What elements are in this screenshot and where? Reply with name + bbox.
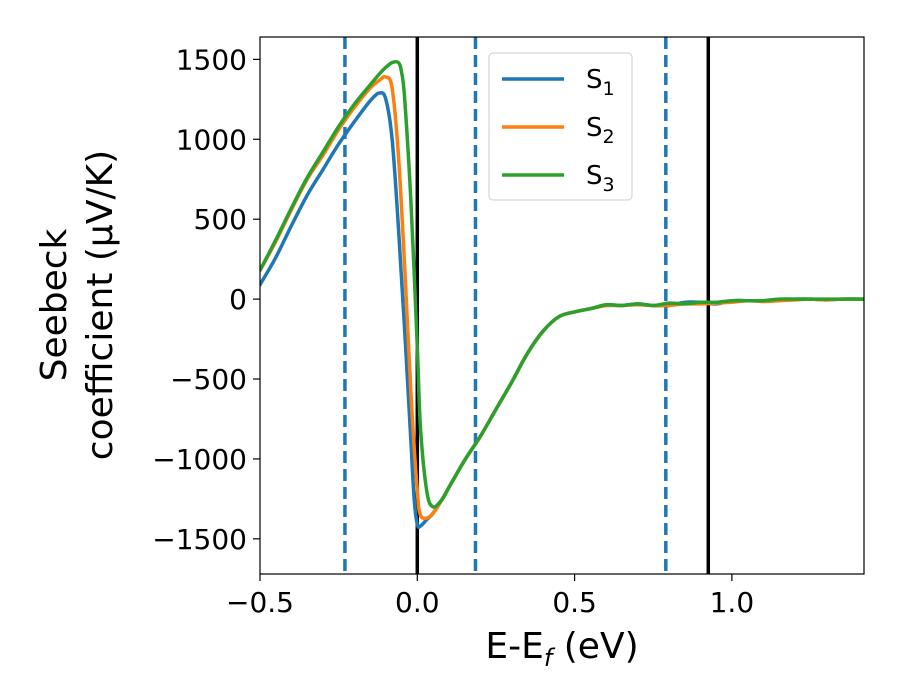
legend: S1 S2 S3 <box>488 52 633 201</box>
y-tick-label: 1000 <box>176 123 247 156</box>
y-tick-label: −1000 <box>152 443 247 476</box>
x-tick-label: −0.5 <box>226 586 294 619</box>
y-tick-label: −1500 <box>152 523 247 556</box>
series-line-s3 <box>260 59 864 509</box>
x-axis-ticks: −0.5 0.0 0.5 1.0 <box>226 574 754 619</box>
legend-label-s1: S1 <box>586 65 615 100</box>
legend-label-s2: S2 <box>586 113 615 148</box>
y-axis-ticks: 1500 1000 500 0 −500 −1000 −1500 <box>152 43 260 556</box>
y-tick-label: 0 <box>229 283 247 316</box>
y-tick-label: 500 <box>194 203 247 236</box>
x-axis-title: E-Ef (eV) <box>485 626 638 672</box>
y-axis-title-line1: Seebeck <box>34 228 75 381</box>
series-lines <box>260 59 864 530</box>
plot-frame <box>259 36 865 575</box>
x-tick-label: 0.0 <box>395 586 440 619</box>
y-tick-label: −500 <box>170 363 247 396</box>
x-tick-label: 1.0 <box>710 586 755 619</box>
y-tick-label: 1500 <box>176 43 247 76</box>
x-tick-label: 0.5 <box>552 586 597 619</box>
legend-label-s3: S3 <box>586 161 615 196</box>
y-axis-title-line2: coefficient (μV/K) <box>80 150 121 460</box>
